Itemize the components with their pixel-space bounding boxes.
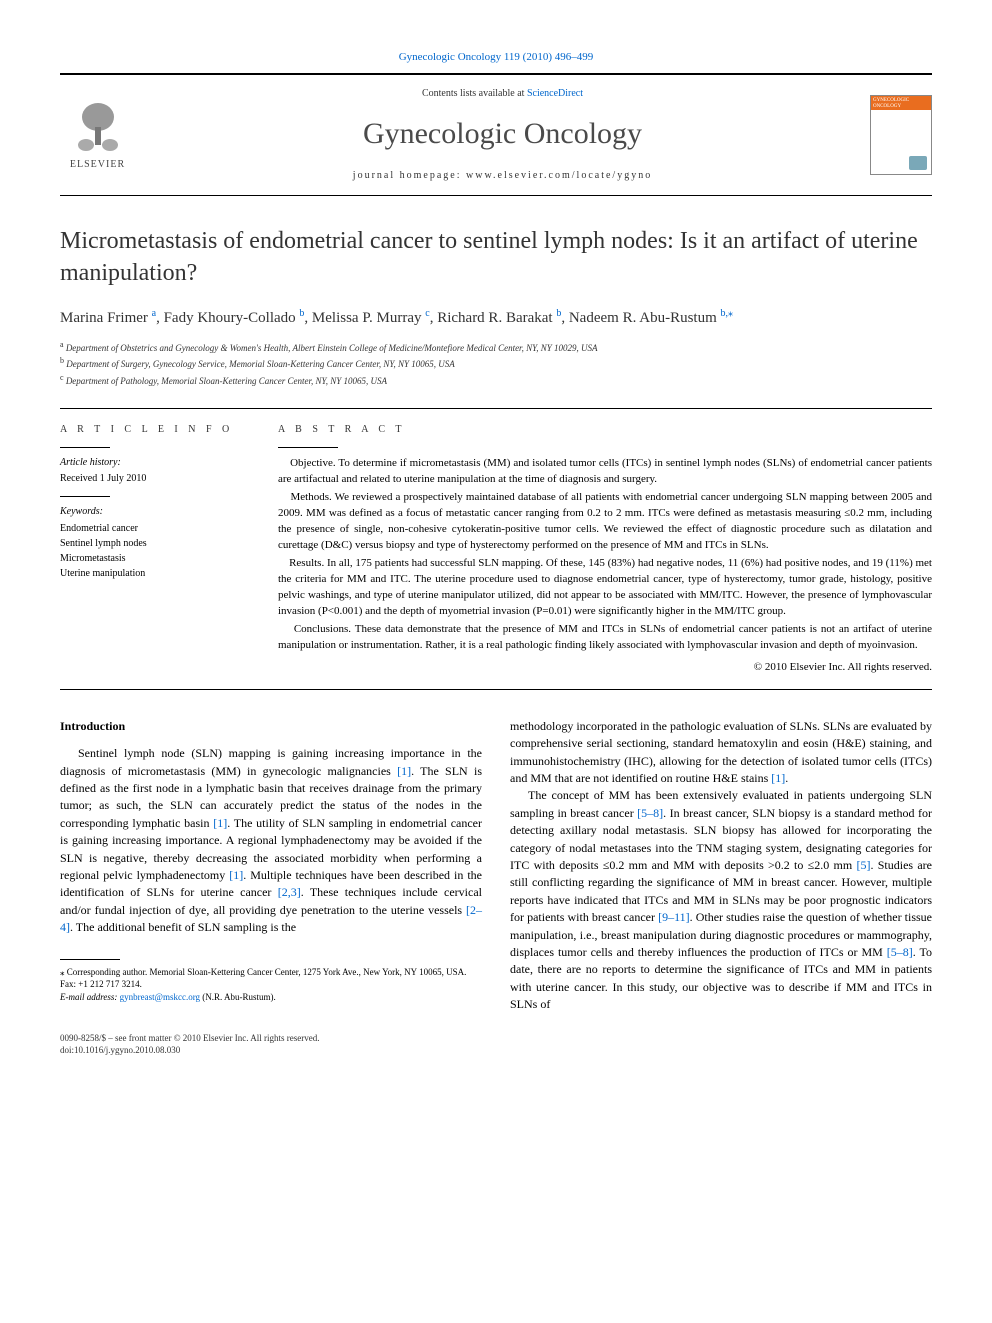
- citation-link[interactable]: [2,3]: [278, 885, 301, 899]
- abstract-copyright: © 2010 Elsevier Inc. All rights reserved…: [278, 660, 932, 675]
- journal-homepage[interactable]: journal homepage: www.elsevier.com/locat…: [135, 169, 870, 183]
- history-label: Article history:: [60, 456, 242, 470]
- abstract-column: A B S T R A C T Objective. To determine …: [260, 409, 932, 689]
- corresponding-footnote: ⁎ Corresponding author. Memorial Sloan-K…: [60, 966, 482, 1004]
- citation-link[interactable]: [1]: [771, 771, 785, 785]
- body-paragraph: Sentinel lymph node (SLN) mapping is gai…: [60, 745, 482, 936]
- keywords-list: Endometrial cancer Sentinel lymph nodes …: [60, 521, 242, 581]
- journal-cover-thumb: [870, 95, 932, 175]
- body-column-right: methodology incorporated in the patholog…: [510, 718, 932, 1014]
- journal-citation[interactable]: Gynecologic Oncology 119 (2010) 496–499: [60, 50, 932, 65]
- citation-link[interactable]: [5–8]: [637, 806, 663, 820]
- affiliations: a Department of Obstetrics and Gynecolog…: [60, 339, 932, 389]
- citation-link[interactable]: [1]: [397, 764, 411, 778]
- history-received: Received 1 July 2010: [60, 472, 242, 486]
- abstract-methods: Methods. We reviewed a prospectively mai…: [278, 490, 932, 554]
- citation-link[interactable]: [5]: [856, 858, 870, 872]
- citation-link[interactable]: [1]: [229, 868, 243, 882]
- body-column-left: Introduction Sentinel lymph node (SLN) m…: [60, 718, 482, 1014]
- citation-link[interactable]: [1]: [213, 816, 227, 830]
- keyword: Uterine manipulation: [60, 566, 242, 581]
- abstract-heading: A B S T R A C T: [278, 423, 932, 437]
- abstract-results: Results. In all, 175 patients had succes…: [278, 556, 932, 620]
- journal-title: Gynecologic Oncology: [135, 113, 870, 155]
- body-paragraph: methodology incorporated in the patholog…: [510, 718, 932, 788]
- elsevier-label: ELSEVIER: [70, 158, 125, 172]
- contents-available: Contents lists available at ScienceDirec…: [135, 87, 870, 101]
- keyword: Endometrial cancer: [60, 521, 242, 536]
- keywords-label: Keywords:: [60, 505, 242, 519]
- keyword: Sentinel lymph nodes: [60, 536, 242, 551]
- article-info-heading: A R T I C L E I N F O: [60, 423, 242, 437]
- sciencedirect-link[interactable]: ScienceDirect: [527, 88, 583, 99]
- article-info-sidebar: A R T I C L E I N F O Article history: R…: [60, 409, 260, 689]
- citation-link[interactable]: [9–11]: [658, 910, 690, 924]
- authors-line: Marina Frimer a, Fady Khoury-Collado b, …: [60, 307, 932, 329]
- front-matter-footer: 0090-8258/$ – see front matter © 2010 El…: [60, 1032, 932, 1057]
- abstract-conclusions: Conclusions. These data demonstrate that…: [278, 622, 932, 654]
- elsevier-tree-icon: [68, 99, 128, 154]
- citation-link[interactable]: [5–8]: [887, 945, 913, 959]
- abstract-objective: Objective. To determine if micrometastas…: [278, 456, 932, 488]
- keyword: Micrometastasis: [60, 551, 242, 566]
- email-link[interactable]: gynbreast@mskcc.org: [120, 992, 200, 1002]
- journal-header: ELSEVIER Contents lists available at Sci…: [60, 73, 932, 196]
- article-title: Micrometastasis of endometrial cancer to…: [60, 226, 932, 288]
- corresponding-star-icon: ⁎: [728, 308, 733, 319]
- section-heading-introduction: Introduction: [60, 718, 482, 735]
- body-paragraph: The concept of MM has been extensively e…: [510, 787, 932, 1013]
- elsevier-logo: ELSEVIER: [60, 95, 135, 175]
